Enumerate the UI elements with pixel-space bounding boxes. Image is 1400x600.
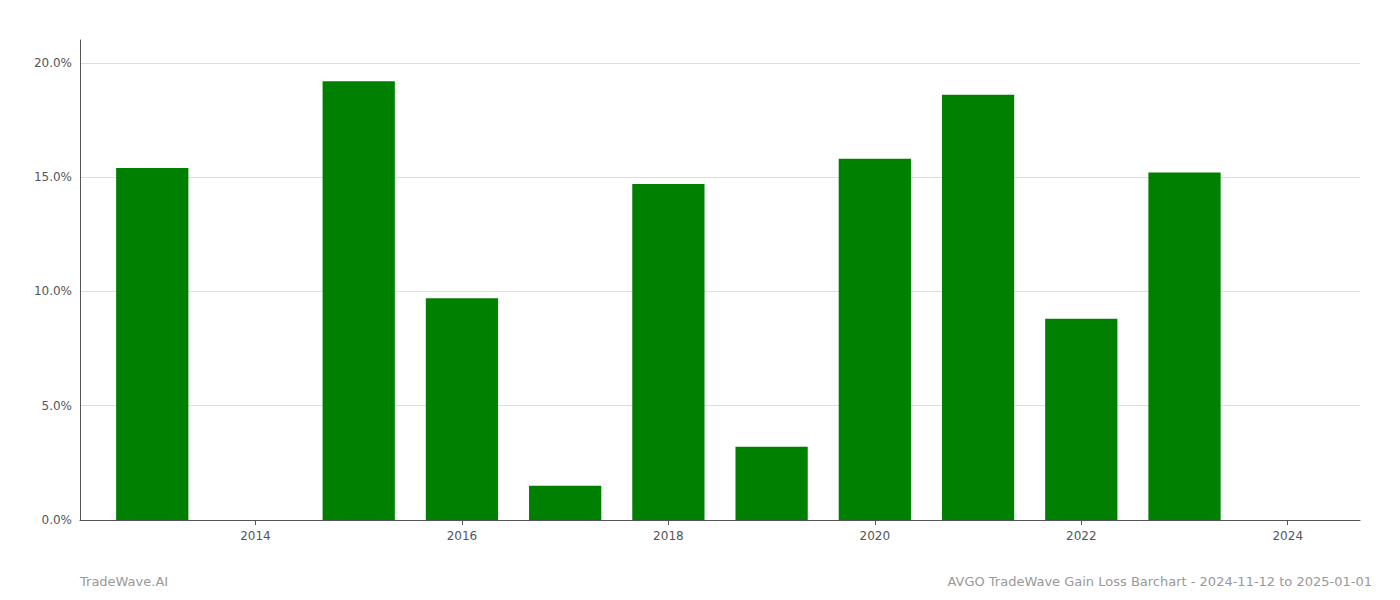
svg-text:2022: 2022: [1066, 529, 1097, 543]
svg-text:20.0%: 20.0%: [34, 56, 72, 70]
svg-text:5.0%: 5.0%: [42, 399, 73, 413]
svg-text:10.0%: 10.0%: [34, 284, 72, 298]
svg-text:2020: 2020: [860, 529, 891, 543]
svg-text:2024: 2024: [1272, 529, 1303, 543]
svg-text:2016: 2016: [447, 529, 478, 543]
svg-text:2014: 2014: [240, 529, 271, 543]
svg-text:AVGO TradeWave Gain Loss Barch: AVGO TradeWave Gain Loss Barchart - 2024…: [947, 574, 1372, 589]
svg-text:15.0%: 15.0%: [34, 170, 72, 184]
svg-text:2018: 2018: [653, 529, 684, 543]
svg-text:TradeWave.AI: TradeWave.AI: [79, 574, 168, 589]
svg-text:0.0%: 0.0%: [42, 513, 73, 527]
